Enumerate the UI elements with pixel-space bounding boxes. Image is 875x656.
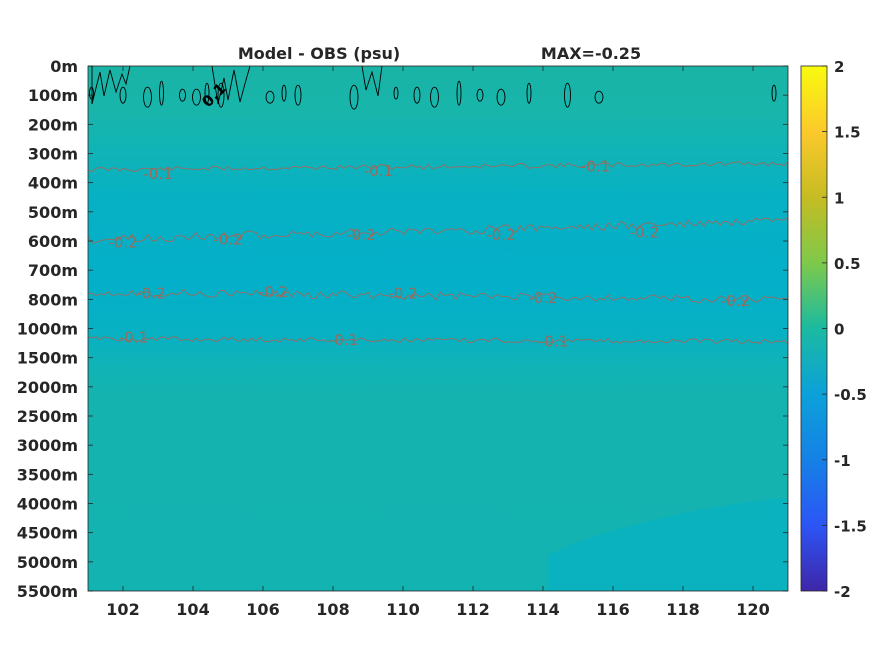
colorbar-tick-label: -2	[834, 583, 851, 601]
contour-label: -0.2	[108, 233, 137, 251]
contour-line	[88, 161, 788, 172]
contour-line	[393, 86, 399, 100]
y-tick-label: 700m	[28, 261, 78, 280]
contour-line	[361, 66, 383, 97]
contour-line	[89, 86, 94, 100]
contour-line	[594, 90, 604, 104]
y-tick-label: 800m	[28, 290, 78, 309]
plot-area: 0.1-0.1 -0.1 -0.1-0.2 -0.2 -0.2 -0.2 -0.2-0.2-…	[87, 65, 789, 592]
chart-subtitle: MAX=-0.25	[541, 44, 641, 63]
y-tick-label: 3000m	[17, 436, 78, 455]
x-tick-label: 104	[176, 600, 209, 619]
contour-line	[159, 80, 164, 106]
field-background	[88, 66, 788, 591]
contour-line	[204, 82, 210, 104]
contour-line	[430, 86, 439, 108]
contour-label: -0.2	[136, 285, 165, 303]
contour-line	[771, 84, 777, 102]
x-tick-label: 112	[456, 600, 489, 619]
contour-label: -0.2	[388, 285, 417, 303]
contour-line	[349, 84, 359, 110]
y-tick-label: 2500m	[17, 407, 78, 426]
colorbar-tick-label: 2	[834, 58, 844, 76]
contour-line	[217, 82, 225, 108]
contour-line	[265, 90, 275, 104]
contour-label: -0.2	[213, 231, 242, 249]
x-tick-label: 118	[666, 600, 699, 619]
contour-label: -0.1	[143, 165, 172, 183]
colorbar-tick-label: -1	[834, 452, 851, 470]
x-tick-label: 108	[316, 600, 349, 619]
deep-low-region	[548, 498, 788, 591]
contour-line	[476, 88, 484, 102]
colorbar-tick-label: -1.5	[834, 517, 867, 535]
y-axis: 0m 100m 200m 300m 400m 500m 600m 700m 800m 1000m 1…	[17, 57, 788, 601]
colorbar-tick-label: 0.5	[834, 255, 861, 273]
contour-line	[413, 86, 421, 104]
y-tick-label: 0m	[50, 57, 78, 76]
colorbar-tick-label: 1.5	[834, 124, 861, 142]
y-tick-label: 2000m	[17, 378, 78, 397]
contour-line	[526, 82, 532, 104]
y-tick-label: 200m	[28, 115, 78, 134]
y-tick-label: 300m	[28, 145, 78, 164]
y-tick-label: 1500m	[17, 349, 78, 368]
contour-line	[564, 82, 571, 108]
x-axis: 102 104 106 108 110 112 114 116 118 120	[106, 66, 770, 619]
x-tick-label: 102	[106, 600, 139, 619]
y-tick-label: 500m	[28, 203, 78, 222]
x-tick-label: 120	[736, 600, 769, 619]
contour-line	[88, 288, 788, 304]
colorbar-tick-label: 0	[834, 321, 844, 339]
contour-label: -0.2	[486, 226, 515, 244]
contour-line	[211, 66, 251, 105]
contour-line	[88, 216, 788, 244]
contour-label: -0.1	[119, 328, 148, 346]
y-tick-label: 4000m	[17, 495, 78, 514]
contour-label: -0.2	[346, 226, 375, 244]
y-tick-label: 600m	[28, 232, 78, 251]
contour-label: -0.2	[528, 289, 557, 307]
x-tick-label: 116	[596, 600, 629, 619]
contour-line	[456, 80, 462, 106]
contour-line	[119, 86, 127, 104]
contour-label: -0.2	[259, 283, 288, 301]
colorbar-tick-label: 1	[834, 189, 844, 207]
y-tick-label: 100m	[28, 86, 78, 105]
colorbar: 2 1.5 1 0.5 0 -0.5 -1 -1.5 -2	[800, 58, 867, 601]
y-tick-label: 1000m	[17, 320, 78, 339]
x-tick-label: 106	[246, 600, 279, 619]
contour-label: -0.2	[721, 292, 750, 310]
contour-line	[192, 88, 201, 106]
y-tick-label: 5000m	[17, 553, 78, 572]
y-tick-label: 3500m	[17, 465, 78, 484]
contour-label: -0.2	[630, 223, 659, 241]
colorbar-ticks: 2 1.5 1 0.5 0 -0.5 -1 -1.5 -2	[822, 58, 867, 601]
contour-line	[294, 84, 302, 106]
colorbar-tick-label: -0.5	[834, 386, 867, 404]
y-tick-label: 400m	[28, 174, 78, 193]
contour-label: -0.1	[364, 162, 393, 180]
contour-line	[143, 86, 152, 108]
chart-title: Model - OBS (psu)	[238, 44, 400, 63]
contour-label: -0.1	[539, 333, 568, 351]
x-tick-label: 110	[386, 600, 419, 619]
x-tick-label: 114	[526, 600, 559, 619]
contour-label: -0.1	[581, 158, 610, 176]
contour-line	[496, 88, 506, 106]
contour-line	[88, 336, 788, 345]
contour-line	[179, 88, 186, 102]
contour-label: -0.1	[329, 331, 358, 349]
y-tick-label: 4500m	[17, 524, 78, 543]
contour-line	[281, 84, 287, 102]
contour-line	[91, 66, 131, 105]
y-tick-label: 5500m	[17, 582, 78, 601]
